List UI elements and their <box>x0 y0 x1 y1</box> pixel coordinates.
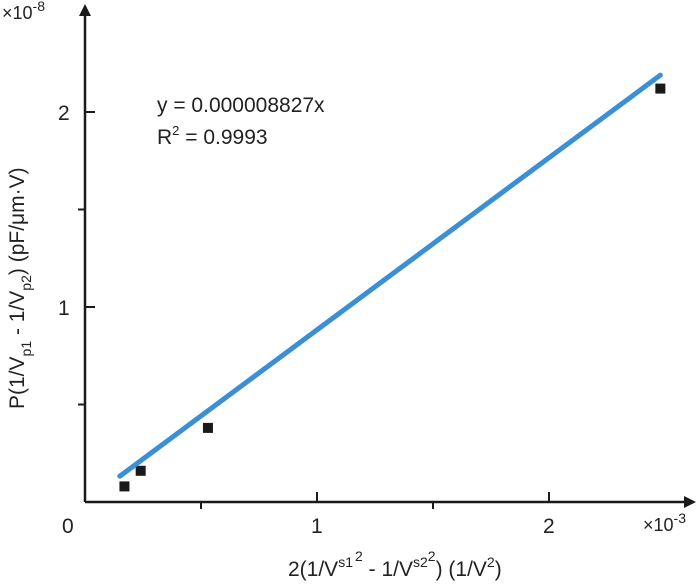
x-multiplier: ×10-3 <box>643 510 686 535</box>
y-tick-label: 1 <box>58 297 70 320</box>
fit-equation: y = 0.000008827x <box>157 94 325 117</box>
r-squared: R2 = 0.9993 <box>157 123 268 149</box>
axis-ticks <box>78 111 550 509</box>
fit-line-group <box>117 72 663 479</box>
fit-line <box>117 72 663 479</box>
y-multiplier: ×10-8 <box>2 0 45 23</box>
x-tick-label: 1 <box>311 515 323 538</box>
x-tick-label: 0 <box>62 515 74 538</box>
data-point <box>119 481 130 492</box>
y-axis-label: P(1/Vp1 - 1/Vp2) (pF/μm·V) <box>6 167 34 409</box>
data-point <box>655 83 666 94</box>
x-tick-label: 2 <box>543 515 555 538</box>
data-point <box>135 465 146 476</box>
x-axis-label: 2(1/Vs1 2 - 1/Vs22) (1/V2) <box>288 548 502 581</box>
axis-tick-labels: 0 1 2 1 2 <box>58 102 555 538</box>
data-points <box>119 83 666 492</box>
y-tick-label: 2 <box>58 102 70 125</box>
data-point <box>202 422 213 433</box>
